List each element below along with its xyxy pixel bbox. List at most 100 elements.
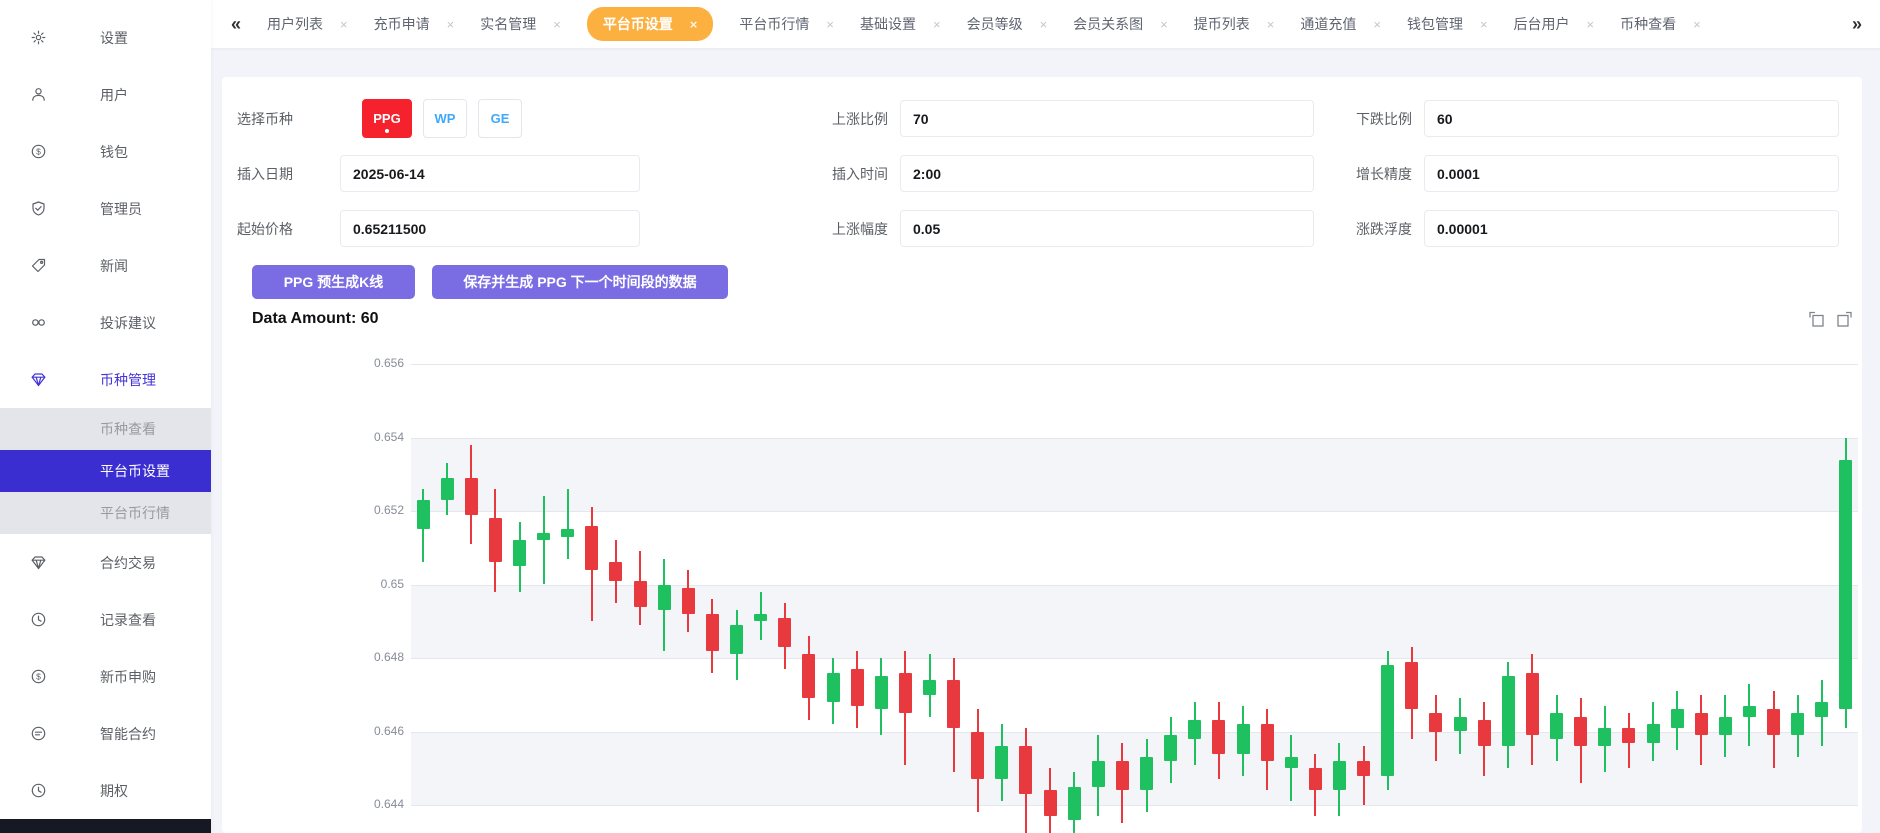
options-icon [30, 782, 47, 799]
candle-body [1140, 757, 1154, 791]
tab-close-icon[interactable]: × [1586, 16, 1595, 32]
coin-option-wp[interactable]: WP [423, 99, 467, 138]
sidebar-item-6[interactable]: 投诉建议 [0, 294, 211, 351]
candlestick-chart[interactable]: 0.656 0.654 0.652 0.65 0.648 0.646 0.644 [222, 338, 1862, 833]
tab-close-icon[interactable]: × [1039, 16, 1048, 32]
input-field[interactable] [1424, 100, 1839, 137]
submenu-item-2[interactable]: 平台币设置 [0, 450, 211, 492]
y-axis-label: 0.648 [373, 650, 404, 664]
tab-close-icon[interactable]: × [1693, 16, 1701, 32]
tab-close-icon[interactable]: × [340, 16, 348, 32]
sidebar-item-label: 合约交易 [100, 554, 156, 571]
sidebar-item-10[interactable]: $ 新币申购 [0, 648, 211, 705]
gridline [411, 805, 1858, 806]
input-field[interactable] [900, 100, 1314, 137]
tabs-scroll-left-icon[interactable]: « [231, 13, 242, 34]
tab-close-icon[interactable]: × [689, 16, 698, 32]
tab-2[interactable]: 充币申请 × [374, 14, 455, 34]
y-axis-label: 0.644 [373, 797, 404, 811]
tab-5[interactable]: 平台币行情 × [739, 14, 834, 34]
field-label: 插入时间 [832, 165, 888, 182]
sidebar-collapse-bar[interactable] [0, 819, 211, 833]
sidebar-item-5[interactable]: 新闻 [0, 237, 211, 294]
sidebar-item-4[interactable]: 管理员 [0, 180, 211, 237]
sidebar-item-7[interactable]: 币种管理 [0, 351, 211, 408]
split-band [411, 731, 1858, 805]
pregenerate-kline-button[interactable]: PPG 预生成K线 [252, 265, 415, 299]
split-band [411, 584, 1858, 658]
tab-close-icon[interactable]: × [1160, 16, 1168, 32]
tab-3[interactable]: 实名管理 × [480, 14, 561, 34]
tab-close-icon[interactable]: × [1373, 16, 1381, 32]
candle-wick [566, 488, 569, 559]
gridline [411, 731, 1858, 733]
coin-option-ge[interactable]: GE [478, 99, 522, 138]
candle-body [705, 613, 719, 651]
input-field[interactable] [340, 210, 640, 247]
chart-header: Data Amount: 60 [222, 310, 1862, 330]
tab-label: 基础设置 [859, 16, 916, 32]
candle-body [513, 540, 527, 567]
tab-9[interactable]: 提币列表 × [1194, 14, 1275, 34]
candle-body [1115, 760, 1129, 791]
input-field[interactable] [900, 155, 1314, 192]
tabs-scroll-right-icon[interactable]: » [1851, 13, 1862, 34]
input-field[interactable] [900, 210, 1314, 247]
tab-7[interactable]: 会员等级 × [967, 14, 1048, 34]
submenu-item-1[interactable]: 币种查看 [0, 408, 211, 450]
save-next-period-button[interactable]: 保存并生成 PPG 下一个时间段的数据 [432, 265, 728, 299]
candle-body [657, 584, 671, 611]
feedback-icon [30, 314, 47, 331]
candle-body [1791, 713, 1805, 736]
y-axis-label: 0.65 [380, 576, 404, 591]
tab-13[interactable]: 币种查看 × [1620, 14, 1701, 34]
sidebar-item-8[interactable]: 合约交易 [0, 534, 211, 591]
candle-body [802, 654, 816, 699]
tab-close-icon[interactable]: × [932, 16, 941, 32]
sidebar-submenu: 币种查看 平台币设置 平台币行情 [0, 408, 211, 534]
tab-close-icon[interactable]: × [553, 16, 561, 32]
tab-close-icon[interactable]: × [446, 16, 455, 32]
input-field[interactable] [1424, 155, 1839, 192]
restore-icon[interactable] [1835, 310, 1854, 329]
tab-12[interactable]: 后台用户 × [1514, 14, 1595, 34]
candle-body [1043, 790, 1057, 817]
tab-label: 钱包管理 [1406, 16, 1463, 32]
tab-10[interactable]: 通道充值 × [1300, 14, 1381, 34]
gridline [411, 511, 1858, 512]
candle-body [1670, 709, 1684, 728]
candle-body [1694, 713, 1708, 736]
sidebar-item-2[interactable]: 用户 [0, 66, 211, 123]
sidebar-item-label: 智能合约 [100, 725, 156, 742]
input-field[interactable] [1424, 210, 1839, 247]
input-field[interactable] [340, 155, 640, 192]
tab-label: 充币申请 [373, 16, 430, 32]
datazoom-icon[interactable] [1807, 310, 1826, 329]
coin-option-ppg[interactable]: PPG [362, 99, 412, 138]
sidebar-item-11[interactable]: 智能合约 [0, 705, 211, 762]
sidebar-item-1[interactable]: 设置 [0, 9, 211, 66]
tab-11[interactable]: 钱包管理 × [1407, 14, 1488, 34]
candle-body [537, 533, 551, 541]
field-label: 上涨比例 [832, 110, 888, 127]
tab-close-icon[interactable]: × [1479, 16, 1488, 32]
tab-1[interactable]: 用户列表 × [267, 14, 348, 34]
field-label: 涨跌浮度 [1356, 220, 1412, 237]
sidebar-item-9[interactable]: 记录查看 [0, 591, 211, 648]
candle-body [826, 672, 840, 703]
candle-body [1212, 720, 1226, 754]
submenu-item-3[interactable]: 平台币行情 [0, 492, 211, 534]
candle-body [754, 613, 768, 622]
sidebar-item-3[interactable]: $ 钱包 [0, 123, 211, 180]
candle-body [898, 672, 912, 714]
tab-4[interactable]: 平台币设置 × [586, 7, 714, 41]
sidebar-item-12[interactable]: 期权 [0, 762, 211, 819]
tab-6[interactable]: 基础设置 × [860, 14, 941, 34]
tab-8[interactable]: 会员关系图 × [1073, 14, 1168, 34]
tab-close-icon[interactable]: × [1266, 16, 1275, 32]
candle-body [440, 477, 454, 500]
tab-close-icon[interactable]: × [826, 16, 834, 32]
records-icon [30, 611, 47, 628]
svg-text:$: $ [36, 671, 41, 681]
candle-body [1477, 720, 1491, 747]
